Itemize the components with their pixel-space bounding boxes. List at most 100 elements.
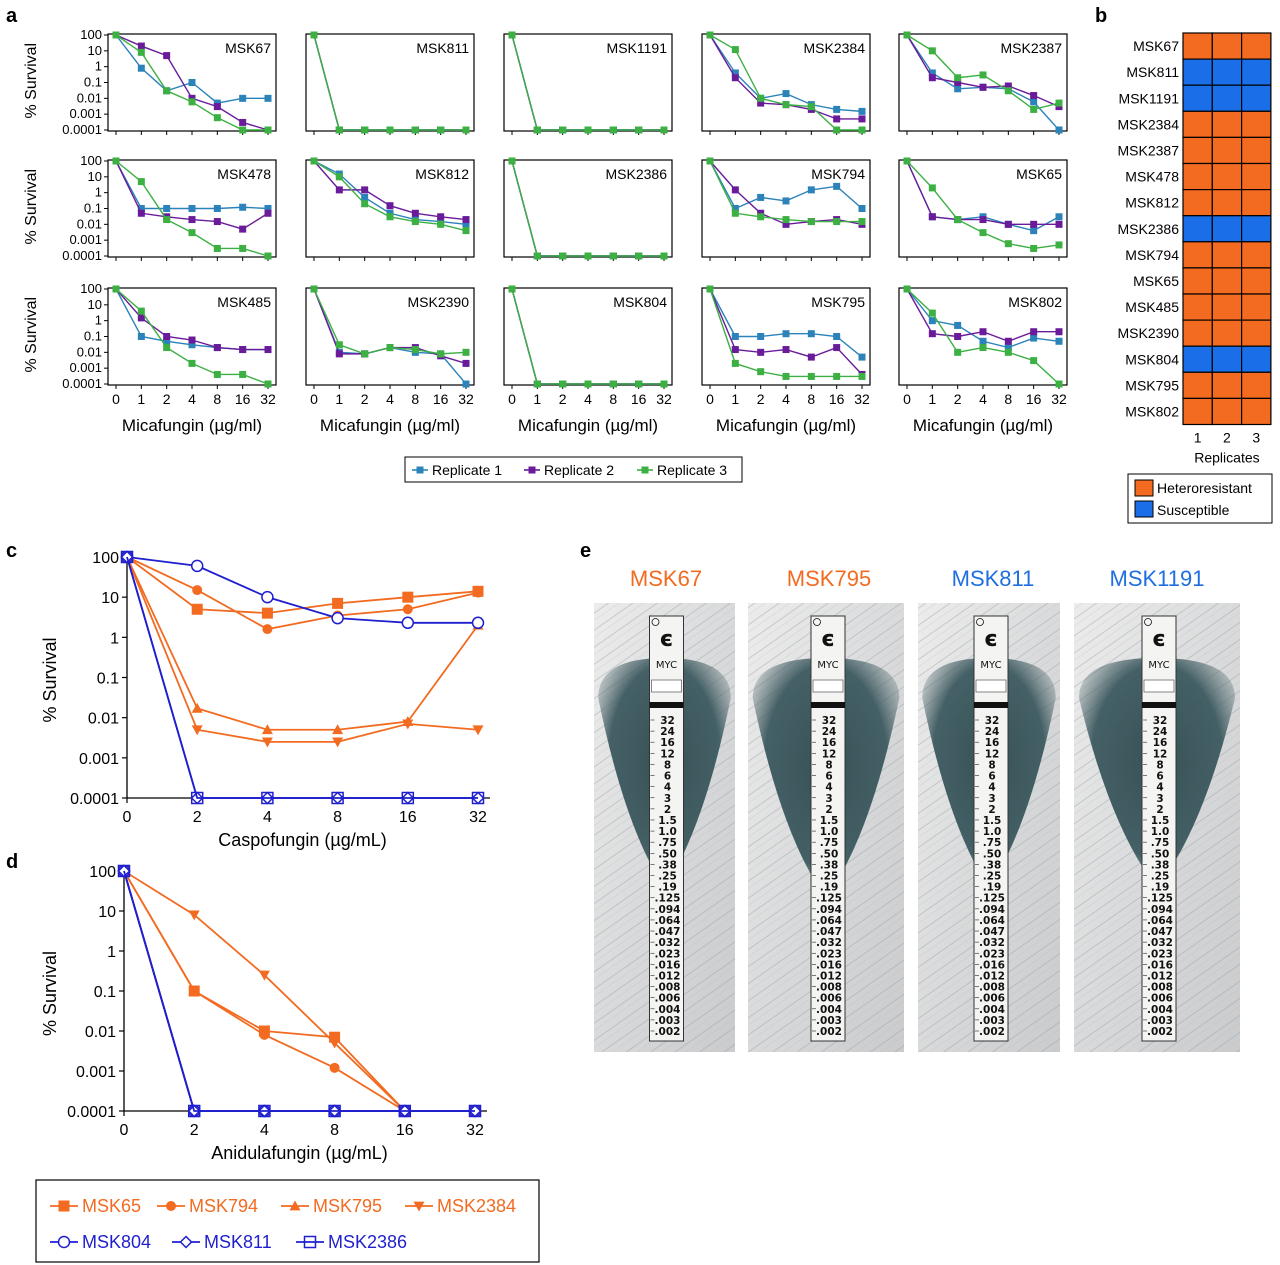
data-point [559, 252, 567, 260]
legend-label: MSK794 [189, 1196, 258, 1216]
series-line-msk2386 [123, 870, 475, 1112]
data-point [335, 126, 343, 134]
strip-scale-label: .003 [655, 1015, 681, 1027]
strip-window [651, 679, 682, 693]
data-point [386, 209, 394, 217]
legend-box [404, 456, 743, 483]
data-point [1004, 87, 1012, 95]
data-point [472, 725, 484, 736]
data-point [903, 285, 911, 293]
plot-frame [305, 33, 475, 132]
data-point [833, 333, 841, 340]
x-tick-label: 32 [466, 1122, 484, 1139]
x-tick-label: 4 [584, 391, 592, 407]
data-point [858, 115, 866, 123]
strip-scale-label: 6 [988, 771, 995, 783]
heatmap-cell [1182, 58, 1213, 86]
y-axis-label: % Survival [40, 637, 60, 722]
data-point [928, 184, 936, 192]
y-tick-label: 0.01 [77, 344, 102, 359]
strip-scale-label: 2 [1156, 804, 1163, 816]
strip-scale-label: .012 [655, 970, 681, 982]
data-point [331, 791, 344, 805]
data-point [782, 346, 790, 354]
heatmap-cell [1182, 110, 1213, 139]
data-point [163, 52, 171, 60]
data-point [213, 218, 221, 226]
x-tick-label: 0 [123, 809, 132, 826]
x-tick-label: 8 [609, 391, 617, 407]
strip-scale-label: .094 [816, 904, 842, 916]
data-point [239, 94, 247, 102]
strip-scale-label: .016 [655, 959, 681, 971]
strip-scale-label: .38 [1151, 859, 1170, 871]
strip-scale-label: .75 [820, 837, 839, 849]
strip-scale-label: 12 [822, 748, 837, 760]
strip-scale-label: 16 [660, 737, 675, 749]
data-point [191, 603, 203, 615]
legend-label: MSK804 [82, 1232, 151, 1252]
series-line-msk795 [123, 870, 475, 1112]
data-point [462, 359, 470, 367]
data-point [706, 31, 714, 39]
data-point [386, 213, 394, 221]
data-point [188, 359, 196, 367]
data-point [402, 719, 414, 730]
data-point [188, 94, 196, 102]
x-axis-label: Replicates [1194, 450, 1259, 466]
data-point [1004, 240, 1012, 248]
data-point [261, 590, 274, 604]
data-point [782, 197, 790, 205]
strip-scale-label: .012 [979, 970, 1005, 982]
strip-scale-label: .002 [816, 1026, 842, 1038]
x-tick-label: 16 [235, 391, 251, 407]
data-point [1004, 82, 1012, 90]
data-point [928, 317, 936, 325]
x-tick-label: 2 [757, 391, 765, 407]
data-point [533, 380, 541, 388]
panel-letter-e: e [580, 540, 591, 562]
data-point [335, 186, 343, 194]
panel-a-legend: Replicate 1 Replicate 2 Replicate 3 [404, 456, 743, 483]
data-point [386, 344, 394, 352]
x-axis-label: Micafungin (µg/ml) [122, 416, 262, 435]
y-tick-label: 0.0001 [67, 1104, 116, 1121]
strip-scale-label: 2 [664, 804, 671, 816]
legend-swatch-susceptible [1134, 500, 1154, 518]
strip-scale-label: .008 [1147, 982, 1173, 994]
strip-scale-label: 4 [664, 782, 671, 794]
strip-scale-label: .125 [655, 893, 681, 905]
strip-scale-label: .003 [1147, 1015, 1173, 1027]
data-point [782, 372, 790, 380]
strip-scale-label: 32 [660, 715, 675, 727]
row-label: MSK485 [1125, 299, 1179, 315]
series-line-msk804 [126, 556, 478, 624]
data-point [189, 986, 200, 996]
strip-scale-label: 6 [825, 771, 832, 783]
panel-e-etest-photos: MSK67єMYC32241612864321.51.0.75.50.38.25… [594, 566, 1240, 1052]
data-point [1055, 126, 1063, 134]
legend-label: MSK795 [313, 1196, 382, 1216]
strip-scale-label: .125 [979, 893, 1005, 905]
strip-scale-label: .75 [983, 837, 1002, 849]
legend-marker [641, 466, 649, 474]
data-point [757, 213, 765, 221]
data-point [1004, 348, 1012, 356]
legend-label: Replicate 1 [432, 462, 502, 478]
small-multiple-msk811: MSK811 [305, 31, 475, 135]
data-point [188, 216, 196, 224]
x-tick-label: 0 [508, 391, 516, 407]
plot-frame [503, 159, 673, 258]
small-multiple-msk804: MSK804 0 1 2 4 8 16 32 Micafungin (µg/ml) [503, 285, 673, 435]
data-point [807, 353, 815, 361]
legend-label: MSK2384 [437, 1196, 516, 1216]
strip-scale-label: .002 [1147, 1026, 1173, 1038]
heatmap-cell [1211, 293, 1243, 321]
x-tick-label: 16 [399, 809, 417, 826]
strip-scale-label: 1.0 [1151, 826, 1170, 838]
data-point [361, 193, 369, 201]
data-point [609, 126, 617, 134]
strip-scale-label: .012 [816, 970, 842, 982]
